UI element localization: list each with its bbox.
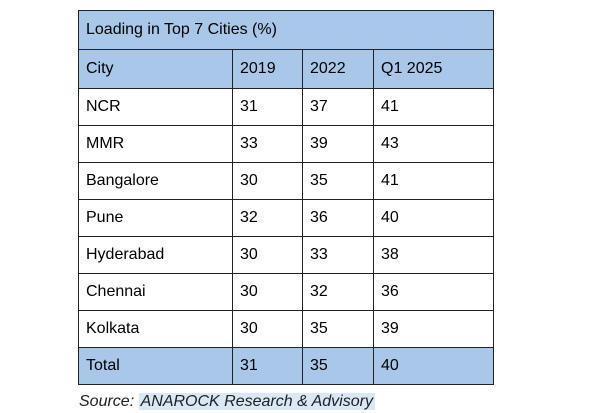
data-table: Loading in Top 7 Cities (%) City 2019 20… xyxy=(78,10,494,385)
city-cell: Hyderabad xyxy=(78,236,233,274)
table-row: Bangalore 30 35 41 xyxy=(78,162,494,200)
total-value-cell: 31 xyxy=(232,347,303,385)
table-container: Loading in Top 7 Cities (%) City 2019 20… xyxy=(78,10,494,385)
value-cell: 39 xyxy=(302,125,374,163)
city-cell: Kolkata xyxy=(78,310,233,348)
value-cell: 35 xyxy=(302,310,374,348)
source-note: Source: ANAROCK Research & Advisory xyxy=(79,393,375,411)
table-row: Hyderabad 30 33 38 xyxy=(78,236,494,274)
value-cell: 41 xyxy=(373,88,494,126)
total-value-cell: 40 xyxy=(373,347,494,385)
value-cell: 30 xyxy=(232,162,303,200)
table-row: Pune 32 36 40 xyxy=(78,199,494,237)
header-cell-2022: 2022 xyxy=(302,49,374,89)
city-cell: NCR xyxy=(78,88,233,126)
total-value-cell: 35 xyxy=(302,347,374,385)
value-cell: 41 xyxy=(373,162,494,200)
header-cell-city: City xyxy=(78,49,233,89)
table-title: Loading in Top 7 Cities (%) xyxy=(78,10,494,50)
value-cell: 37 xyxy=(302,88,374,126)
value-cell: 32 xyxy=(232,199,303,237)
source-prefix: Source: xyxy=(79,393,135,410)
value-cell: 30 xyxy=(232,273,303,311)
table-row: MMR 33 39 43 xyxy=(78,125,494,163)
value-cell: 33 xyxy=(232,125,303,163)
header-row: City 2019 2022 Q1 2025 xyxy=(78,49,494,89)
value-cell: 32 xyxy=(302,273,374,311)
header-cell-q1-2025: Q1 2025 xyxy=(373,49,494,89)
value-cell: 30 xyxy=(232,310,303,348)
header-cell-2019: 2019 xyxy=(232,49,303,89)
source-org: ANAROCK Research & Advisory xyxy=(138,393,375,410)
value-cell: 33 xyxy=(302,236,374,274)
table-row: NCR 31 37 41 xyxy=(78,88,494,126)
table-row: Chennai 30 32 36 xyxy=(78,273,494,311)
total-label-cell: Total xyxy=(78,347,233,385)
city-cell: MMR xyxy=(78,125,233,163)
value-cell: 30 xyxy=(232,236,303,274)
value-cell: 39 xyxy=(373,310,494,348)
city-cell: Bangalore xyxy=(78,162,233,200)
value-cell: 40 xyxy=(373,199,494,237)
value-cell: 38 xyxy=(373,236,494,274)
city-cell: Chennai xyxy=(78,273,233,311)
value-cell: 35 xyxy=(302,162,374,200)
total-row: Total 31 35 40 xyxy=(78,347,494,385)
value-cell: 36 xyxy=(373,273,494,311)
table-row: Kolkata 30 35 39 xyxy=(78,310,494,348)
value-cell: 36 xyxy=(302,199,374,237)
table-title-row: Loading in Top 7 Cities (%) xyxy=(78,10,494,50)
value-cell: 43 xyxy=(373,125,494,163)
city-cell: Pune xyxy=(78,199,233,237)
value-cell: 31 xyxy=(232,88,303,126)
